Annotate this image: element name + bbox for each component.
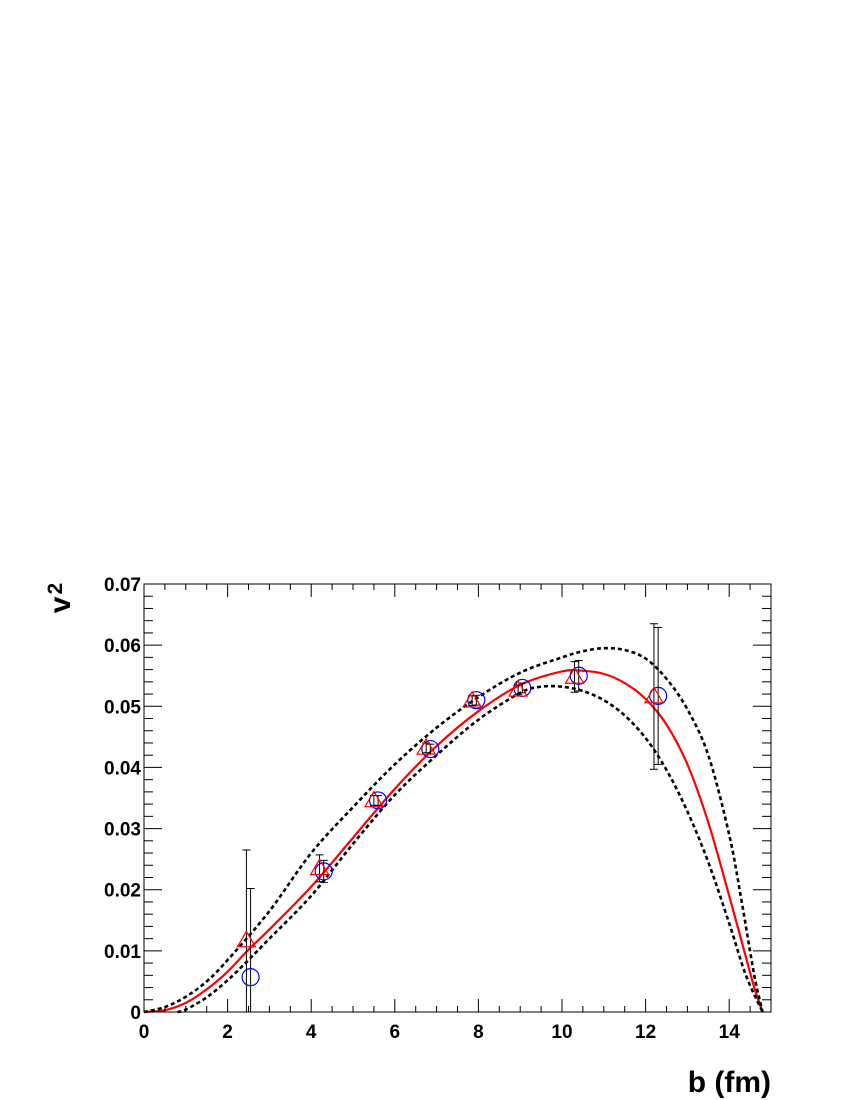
triangle-marker xyxy=(643,686,665,704)
triangle-point xyxy=(363,790,384,808)
triangle-point xyxy=(416,737,437,755)
triangle-marker xyxy=(416,737,437,755)
model-curves xyxy=(143,646,764,1014)
circle-point xyxy=(241,887,260,1012)
triangle-point xyxy=(508,679,529,697)
y-axis-title: v2 xyxy=(44,583,77,613)
x-tick-label: 0 xyxy=(139,1022,150,1043)
circle-marker xyxy=(314,862,333,881)
model-curve-band-2 xyxy=(177,684,764,1014)
circle-marker xyxy=(421,739,440,759)
plot-frame xyxy=(143,583,772,1013)
y-axis-ticks: 0 0.01 0.02 0.03 0.04 0.05 0.06 0.07 xyxy=(104,575,771,1024)
triangle-marker xyxy=(564,666,585,684)
y-tick-label: 0.01 xyxy=(104,942,141,963)
triangle-marker xyxy=(363,790,384,808)
x-tick-label: 12 xyxy=(635,1022,656,1043)
y-tick-label: 0.02 xyxy=(104,881,141,902)
y-axis-title-subscript: 2 xyxy=(44,583,67,595)
triangle-marker xyxy=(236,930,257,948)
triangle-point xyxy=(462,690,483,708)
x-tick-label: 8 xyxy=(473,1022,484,1043)
circle-point xyxy=(649,626,668,765)
triangle-point xyxy=(643,623,665,770)
x-tick-label: 4 xyxy=(306,1022,317,1043)
y-tick-label: 0 xyxy=(130,1003,141,1024)
data-points xyxy=(236,623,668,1012)
x-axis-ticks: 0 2 4 6 8 10 12 14 xyxy=(139,584,772,1043)
circle-point xyxy=(314,859,333,883)
y-tick-label: 0.05 xyxy=(104,697,141,718)
y-tick-label: 0.04 xyxy=(104,758,141,779)
y-tick-label: 0.07 xyxy=(104,575,141,596)
y-tick-label: 0.06 xyxy=(104,636,141,657)
model-curve-band-1 xyxy=(143,646,764,1014)
x-tick-label: 2 xyxy=(222,1022,233,1043)
triangle-marker xyxy=(309,858,330,876)
triangle-point xyxy=(564,661,585,693)
y-axis-title-main: v xyxy=(44,596,77,613)
y-tick-label: 0.03 xyxy=(104,820,141,841)
model-curve-central xyxy=(143,668,764,1014)
x-tick-label: 6 xyxy=(390,1022,401,1043)
circle-marker xyxy=(241,968,260,987)
x-tick-label: 14 xyxy=(719,1022,741,1043)
triangle-point xyxy=(236,849,257,1012)
x-tick-label: 10 xyxy=(551,1022,572,1043)
circle-marker xyxy=(368,791,388,810)
x-axis-title: b (fm) xyxy=(688,1066,771,1099)
triangle-point xyxy=(309,854,330,883)
triangle-marker xyxy=(508,679,529,697)
triangle-marker xyxy=(462,690,483,708)
